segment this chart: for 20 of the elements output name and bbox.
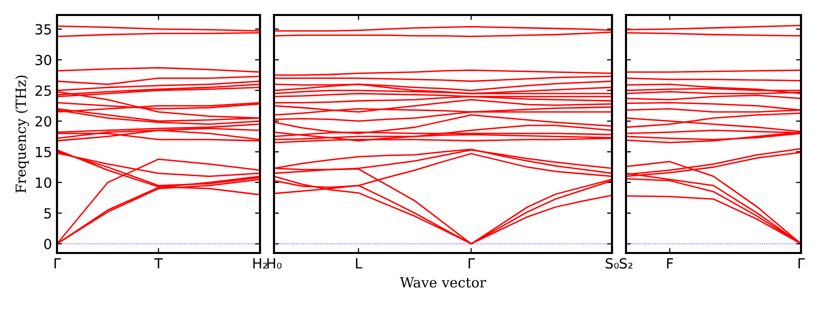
- y-tick-label: 25: [35, 85, 51, 96]
- x-axis-title: Wave vector: [400, 277, 486, 288]
- x-tick-label: L: [356, 258, 362, 268]
- x-tick-label: T: [154, 258, 163, 268]
- y-tick-label: 35: [36, 24, 51, 35]
- y-tick-label: 30: [36, 54, 52, 66]
- x-tick-label: F: [667, 258, 673, 268]
- y-tick-label: 5: [44, 208, 51, 219]
- x-tick-label: H₀: [267, 258, 282, 269]
- x-tick-label: Γ: [798, 258, 805, 268]
- y-tick-label: 20: [35, 116, 52, 127]
- x-tick-label: S₀: [606, 258, 619, 269]
- y-axis-title: Frequency (THz): [15, 76, 29, 193]
- x-tick-label: Γ: [468, 258, 475, 268]
- y-tick-label: 0: [44, 238, 52, 250]
- y-tick-label: 15: [36, 146, 51, 158]
- x-tick-label: H₂: [253, 258, 268, 268]
- x-tick-label: S₂: [620, 258, 632, 269]
- y-tick-label: 10: [36, 177, 52, 188]
- x-tick-label: Γ: [54, 258, 61, 268]
